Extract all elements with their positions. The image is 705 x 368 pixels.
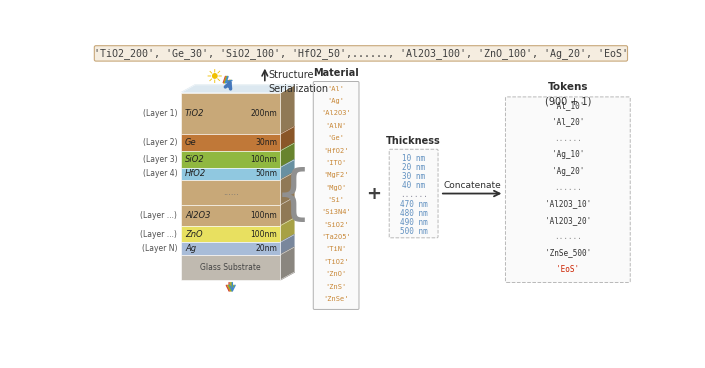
Text: 'Al': 'Al' bbox=[328, 86, 345, 92]
Text: ......: ...... bbox=[554, 232, 582, 241]
Text: 'Al_20': 'Al_20' bbox=[552, 117, 584, 127]
Text: 100nm: 100nm bbox=[250, 155, 277, 164]
Text: 'ITO': 'ITO' bbox=[326, 160, 347, 166]
Text: 490 nm: 490 nm bbox=[400, 218, 427, 227]
Text: TiO2: TiO2 bbox=[185, 109, 204, 118]
Text: (Layer 3): (Layer 3) bbox=[142, 155, 177, 164]
Text: 20nm: 20nm bbox=[255, 244, 277, 253]
Text: 'Si3N4': 'Si3N4' bbox=[321, 209, 351, 215]
Polygon shape bbox=[281, 197, 294, 226]
Text: 'HfO2': 'HfO2' bbox=[324, 148, 349, 153]
Text: Al2O3: Al2O3 bbox=[185, 211, 211, 220]
Text: 200nm: 200nm bbox=[250, 109, 277, 118]
Polygon shape bbox=[281, 172, 294, 205]
Text: (Layer 4): (Layer 4) bbox=[142, 169, 177, 178]
Text: (Layer ...): (Layer ...) bbox=[140, 230, 177, 238]
Polygon shape bbox=[181, 205, 281, 226]
Text: 'EoS': 'EoS' bbox=[556, 265, 580, 274]
Text: Ge: Ge bbox=[185, 138, 197, 147]
Text: 'ZnSe': 'ZnSe' bbox=[324, 296, 349, 302]
Text: 100nm: 100nm bbox=[250, 230, 277, 238]
Text: Glass Substrate: Glass Substrate bbox=[200, 263, 261, 272]
Text: 'ZnSe_500': 'ZnSe_500' bbox=[545, 248, 591, 258]
Text: SiO2: SiO2 bbox=[185, 155, 204, 164]
Text: (Layer N): (Layer N) bbox=[142, 244, 177, 253]
Text: 'TiO2': 'TiO2' bbox=[324, 259, 349, 265]
Text: {: { bbox=[275, 167, 312, 224]
Polygon shape bbox=[181, 180, 281, 205]
Text: 40 nm: 40 nm bbox=[402, 181, 425, 190]
Polygon shape bbox=[181, 134, 281, 151]
Text: 'AlN': 'AlN' bbox=[326, 123, 347, 129]
Text: 'Ag': 'Ag' bbox=[328, 98, 345, 104]
Text: 'ZnO': 'ZnO' bbox=[326, 271, 347, 277]
Text: ......: ...... bbox=[554, 134, 582, 143]
Text: Thickness: Thickness bbox=[386, 136, 441, 146]
Text: HfO2: HfO2 bbox=[185, 169, 207, 178]
FancyBboxPatch shape bbox=[94, 46, 627, 61]
Text: ZnO: ZnO bbox=[185, 230, 202, 238]
Text: 'TiO2_200', 'Ge_30', 'SiO2_100', 'HfO2_50',......, 'Al2O3_100', 'ZnO_100', 'Ag_2: 'TiO2_200', 'Ge_30', 'SiO2_100', 'HfO2_5… bbox=[94, 48, 628, 59]
Polygon shape bbox=[181, 167, 281, 180]
Text: (Layer 1): (Layer 1) bbox=[142, 109, 177, 118]
Text: 'Ge': 'Ge' bbox=[328, 135, 345, 141]
Polygon shape bbox=[181, 85, 294, 93]
Text: ......: ...... bbox=[400, 191, 427, 199]
FancyBboxPatch shape bbox=[313, 81, 359, 309]
Text: Tokens: Tokens bbox=[548, 82, 588, 92]
Text: +: + bbox=[367, 184, 381, 202]
Text: 50nm: 50nm bbox=[255, 169, 277, 178]
Polygon shape bbox=[181, 255, 281, 280]
Text: ......: ...... bbox=[554, 183, 582, 192]
Text: 500 nm: 500 nm bbox=[400, 227, 427, 236]
Text: 470 nm: 470 nm bbox=[400, 200, 427, 209]
Polygon shape bbox=[281, 235, 294, 255]
Text: Ag: Ag bbox=[185, 244, 196, 253]
Polygon shape bbox=[281, 247, 294, 280]
Text: 'Al2O3_20': 'Al2O3_20' bbox=[545, 216, 591, 225]
Text: 'ZnS': 'ZnS' bbox=[326, 284, 347, 290]
Text: (Layer 2): (Layer 2) bbox=[142, 138, 177, 147]
Text: Structure
Serialization: Structure Serialization bbox=[268, 70, 328, 93]
Text: 30nm: 30nm bbox=[255, 138, 277, 147]
Polygon shape bbox=[181, 226, 281, 243]
Polygon shape bbox=[281, 127, 294, 151]
Text: 'Al_10': 'Al_10' bbox=[552, 101, 584, 110]
Text: 'Ta2O5': 'Ta2O5' bbox=[321, 234, 351, 240]
Text: 'SiO2': 'SiO2' bbox=[324, 222, 349, 228]
Text: 30 nm: 30 nm bbox=[402, 172, 425, 181]
Polygon shape bbox=[281, 85, 294, 134]
Polygon shape bbox=[281, 218, 294, 243]
Text: 'Ag_20': 'Ag_20' bbox=[552, 167, 584, 176]
Text: 20 nm: 20 nm bbox=[402, 163, 425, 172]
Text: 'MgF2': 'MgF2' bbox=[324, 172, 349, 178]
Text: 'Al2O3': 'Al2O3' bbox=[321, 110, 351, 116]
Text: (900 + 1): (900 + 1) bbox=[545, 96, 591, 106]
Polygon shape bbox=[281, 143, 294, 167]
Polygon shape bbox=[181, 151, 281, 167]
Text: 'TiN': 'TiN' bbox=[326, 247, 347, 252]
Text: 'MgO': 'MgO' bbox=[326, 185, 347, 191]
Polygon shape bbox=[181, 93, 281, 134]
Text: 'Al2O3_10': 'Al2O3_10' bbox=[545, 199, 591, 208]
Text: 'Ag_10': 'Ag_10' bbox=[552, 150, 584, 159]
Text: Concatenate: Concatenate bbox=[443, 181, 501, 190]
Text: ......: ...... bbox=[223, 188, 238, 197]
Text: (Layer ...): (Layer ...) bbox=[140, 211, 177, 220]
Text: ☀: ☀ bbox=[205, 68, 222, 87]
FancyBboxPatch shape bbox=[505, 97, 630, 283]
FancyBboxPatch shape bbox=[389, 149, 438, 238]
Text: 480 nm: 480 nm bbox=[400, 209, 427, 218]
Text: 100nm: 100nm bbox=[250, 211, 277, 220]
Polygon shape bbox=[181, 243, 281, 255]
Text: Material: Material bbox=[313, 68, 359, 78]
Polygon shape bbox=[281, 160, 294, 180]
Text: 'Si': 'Si' bbox=[328, 197, 345, 203]
Text: 10 nm: 10 nm bbox=[402, 153, 425, 163]
